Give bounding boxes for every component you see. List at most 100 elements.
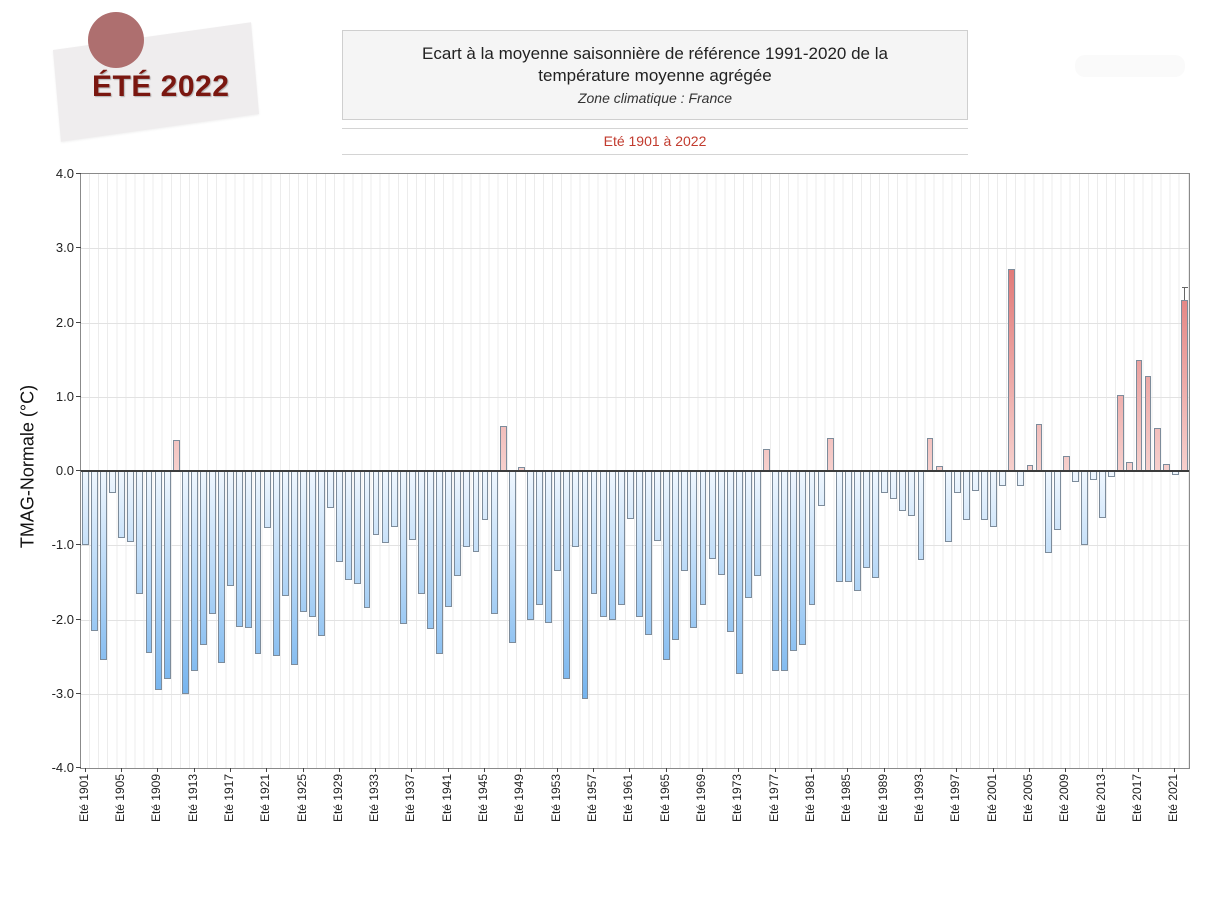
bar-1997 (953, 471, 961, 494)
y-gridline (81, 693, 1189, 695)
bar-1967 (681, 471, 689, 572)
x-tick-label: Eté 1949 (512, 774, 527, 823)
y-tick-label: 4.0 (55, 166, 74, 181)
bar-1973 (735, 471, 743, 674)
bar-2001 (990, 471, 998, 528)
bar-2018 (1144, 375, 1152, 471)
x-tick-mark (302, 768, 304, 772)
bar-2000 (981, 471, 988, 520)
bar-1917 (227, 471, 235, 587)
bar-1975 (754, 471, 761, 577)
bar-1915 (209, 471, 217, 615)
bar-2021 (1171, 471, 1179, 475)
y-gridline (81, 248, 1189, 250)
bar-1995 (935, 465, 943, 471)
x-tick-mark (629, 768, 631, 772)
bar-1946 (490, 471, 498, 614)
bar-1955 (572, 471, 580, 547)
x-tick-label: Eté 2017 (1130, 774, 1145, 823)
bar-1912 (181, 471, 189, 694)
bar-1953 (554, 471, 562, 572)
bar-1971 (717, 471, 725, 575)
chart-title-line1: Ecart à la moyenne saisonnière de référe… (422, 44, 888, 63)
bar-1980 (799, 471, 807, 645)
x-tick-label: Eté 1969 (694, 774, 709, 823)
bar-1960 (617, 471, 625, 605)
bar-1977 (772, 471, 780, 671)
badge-circle-decoration (88, 12, 144, 68)
y-tick-mark (76, 173, 81, 174)
x-tick-mark (847, 768, 849, 772)
bar-2013 (1099, 471, 1107, 518)
x-tick-label: Eté 1925 (294, 774, 309, 823)
y-tick-mark (76, 544, 81, 546)
bar-1940 (436, 471, 444, 655)
annotation-error-cap (1181, 287, 1188, 289)
bar-1984 (835, 471, 843, 582)
x-tick-label: Eté 1921 (258, 774, 273, 823)
faded-watermark (1075, 55, 1185, 77)
bar-1916 (218, 471, 226, 663)
bar-1908 (145, 471, 153, 653)
bar-1923 (281, 471, 289, 596)
bar-1963 (645, 471, 652, 636)
bar-2006 (1035, 424, 1043, 471)
bar-1992 (908, 471, 916, 516)
x-tick-mark (411, 768, 413, 772)
x-tick-label: Eté 1981 (803, 774, 818, 823)
x-tick-mark (157, 768, 159, 772)
x-tick-mark (1174, 768, 1176, 772)
bar-1958 (599, 471, 607, 617)
x-tick-label: Eté 2021 (1166, 774, 1181, 823)
bar-2014 (1108, 471, 1116, 477)
bar-1981 (808, 471, 816, 605)
x-tick-mark (556, 768, 558, 772)
bar-1922 (272, 471, 280, 656)
bar-1918 (236, 471, 244, 627)
x-tick-label: Eté 1957 (585, 774, 600, 823)
bar-1925 (299, 471, 307, 613)
bar-1966 (672, 471, 680, 641)
bar-1936 (399, 471, 407, 624)
bar-1928 (327, 471, 335, 509)
x-tick-mark (1029, 768, 1031, 772)
bar-1990 (890, 471, 898, 500)
x-tick-label: Eté 1933 (367, 774, 382, 823)
y-tick-label: -1.0 (51, 537, 74, 553)
bar-1970 (708, 471, 716, 560)
bar-1947 (499, 426, 507, 471)
bar-1968 (690, 471, 698, 629)
y-tick-mark (76, 395, 81, 397)
bar-1927 (318, 471, 325, 636)
x-tick-mark (920, 768, 922, 772)
y-tick-mark (76, 321, 81, 323)
bar-1941 (445, 471, 453, 607)
x-tick-mark (774, 768, 776, 772)
x-tick-label: Eté 1977 (766, 774, 781, 823)
bar-1989 (881, 471, 889, 493)
x-tick-mark (1101, 768, 1103, 772)
bar-2019 (1153, 427, 1161, 471)
bar-1993 (917, 471, 925, 561)
bar-1931 (354, 471, 362, 584)
y-gridline (81, 619, 1189, 621)
bar-1919 (245, 471, 253, 629)
bar-2017 (1135, 359, 1143, 471)
x-tick-label: Eté 1945 (476, 774, 491, 823)
x-tick-mark (229, 768, 231, 772)
bar-2007 (1044, 471, 1052, 553)
x-tick-label: Eté 1905 (112, 774, 127, 823)
bar-1974 (744, 471, 752, 598)
annotation-error-tick (1184, 287, 1186, 301)
x-tick-label: Eté 2013 (1093, 774, 1108, 823)
bar-1904 (109, 471, 117, 494)
bar-1921 (263, 471, 271, 529)
x-tick-mark (1138, 768, 1140, 772)
bar-1935 (390, 471, 398, 527)
x-tick-mark (266, 768, 268, 772)
bar-1905 (118, 471, 126, 538)
bar-2020 (1162, 463, 1170, 471)
y-tick-mark (76, 618, 81, 620)
chart-period-label: Eté 1901 à 2022 (342, 128, 968, 155)
bar-1938 (418, 471, 425, 595)
